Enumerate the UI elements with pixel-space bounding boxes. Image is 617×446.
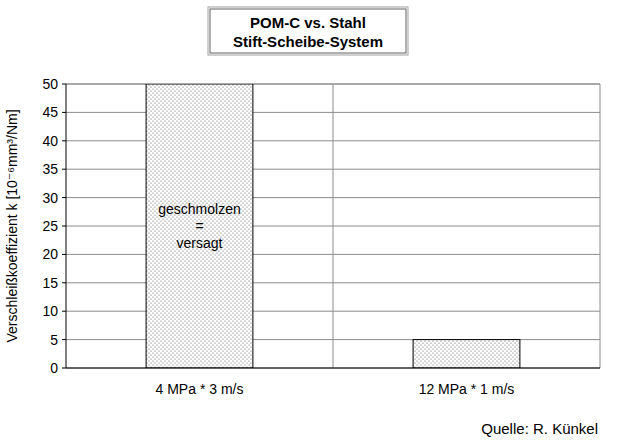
y-tick bbox=[62, 311, 66, 312]
grid-line bbox=[66, 368, 600, 369]
y-axis-label: Verschleißkoeffizient k [10⁻⁶mm³/Nm] bbox=[4, 109, 20, 342]
annotation: = bbox=[195, 218, 203, 234]
y-tick bbox=[62, 140, 66, 141]
x-tick-label: 4 MPa * 3 m/s bbox=[156, 381, 244, 397]
y-tick bbox=[62, 197, 66, 198]
y-tick-label: 0 bbox=[50, 360, 58, 376]
title-frame-inner bbox=[210, 9, 406, 53]
subtitle: Stift-Scheibe-System bbox=[233, 33, 383, 50]
y-tick-label: 10 bbox=[42, 303, 58, 319]
y-tick-label: 5 bbox=[50, 332, 58, 348]
y-tick-label: 20 bbox=[42, 246, 58, 262]
source: Quelle: R. Künkel bbox=[481, 420, 598, 437]
x-tick-label: 12 MPa * 1 m/s bbox=[419, 381, 515, 397]
y-tick-label: 50 bbox=[42, 76, 58, 92]
y-tick bbox=[62, 169, 66, 170]
y-tick-label: 40 bbox=[42, 133, 58, 149]
annotation: versagt bbox=[177, 235, 223, 251]
y-tick bbox=[62, 254, 66, 255]
y-tick-label: 30 bbox=[42, 190, 58, 206]
y-axis-line bbox=[66, 84, 67, 368]
bar bbox=[413, 340, 520, 368]
y-tick bbox=[62, 226, 66, 227]
y-tick bbox=[62, 84, 66, 85]
chart: POM-C vs. Stahl Stift-Scheibe-System 0 5 10 1… bbox=[0, 0, 617, 446]
plot-frame bbox=[600, 84, 601, 368]
y-axis: 0 5 10 15 20 25 30 35 40 45 50 bbox=[42, 76, 600, 376]
y-tick-label: 25 bbox=[42, 218, 58, 234]
title-frame bbox=[208, 7, 408, 55]
y-tick bbox=[62, 339, 66, 340]
x-axis-line bbox=[66, 368, 600, 369]
page: {"chart_data": {"type": "bar", "title": … bbox=[0, 0, 617, 446]
y-tick-label: 15 bbox=[42, 275, 58, 291]
y-tick bbox=[62, 282, 66, 283]
y-tick-label: 45 bbox=[42, 104, 58, 120]
y-tick-label: 35 bbox=[42, 161, 58, 177]
y-tick bbox=[62, 112, 66, 113]
annotation: geschmolzen bbox=[158, 201, 241, 217]
y-tick bbox=[62, 368, 66, 369]
bars bbox=[146, 84, 520, 368]
title: POM-C vs. Stahl bbox=[250, 14, 366, 31]
title-box: POM-C vs. Stahl Stift-Scheibe-System bbox=[208, 7, 408, 55]
bar bbox=[146, 84, 253, 368]
category-separator bbox=[333, 84, 334, 368]
